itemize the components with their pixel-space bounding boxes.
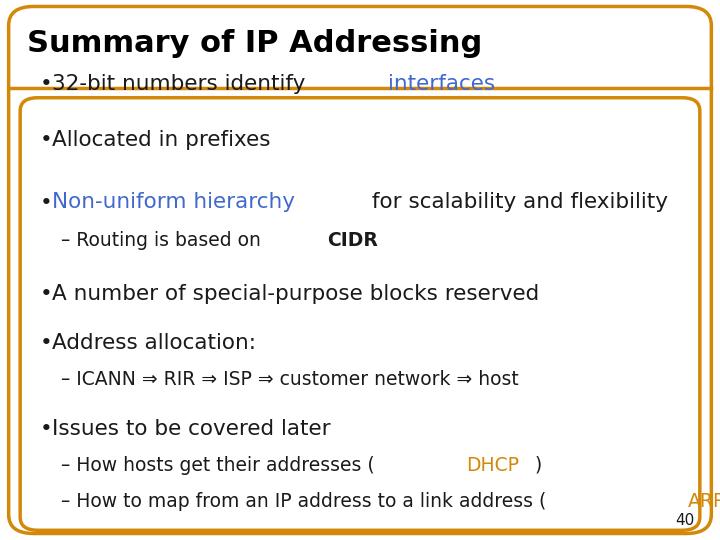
Text: Issues to be covered later: Issues to be covered later	[52, 419, 330, 440]
Text: •: •	[40, 73, 53, 94]
Text: Non-uniform hierarchy: Non-uniform hierarchy	[52, 192, 295, 213]
Text: 40: 40	[675, 513, 695, 528]
Text: – How to map from an IP address to a link address (: – How to map from an IP address to a lin…	[61, 491, 546, 511]
Text: – Routing is based on: – Routing is based on	[61, 231, 267, 250]
Text: Summary of IP Addressing: Summary of IP Addressing	[27, 30, 482, 58]
Text: A number of special-purpose blocks reserved: A number of special-purpose blocks reser…	[52, 284, 539, 305]
Text: •: •	[40, 192, 53, 213]
Text: Address allocation:: Address allocation:	[52, 333, 256, 353]
FancyBboxPatch shape	[9, 6, 711, 534]
Text: ARP: ARP	[688, 491, 720, 511]
Text: for scalability and flexibility: for scalability and flexibility	[365, 192, 668, 213]
Text: interfaces: interfaces	[387, 73, 495, 94]
Text: – ICANN ⇒ RIR ⇒ ISP ⇒ customer network ⇒ host: – ICANN ⇒ RIR ⇒ ISP ⇒ customer network ⇒…	[61, 369, 519, 389]
FancyBboxPatch shape	[20, 98, 700, 530]
Text: •: •	[40, 284, 53, 305]
Text: CIDR: CIDR	[327, 231, 378, 250]
Text: ): )	[534, 456, 541, 475]
Text: Allocated in prefixes: Allocated in prefixes	[52, 130, 270, 151]
Text: – How hosts get their addresses (: – How hosts get their addresses (	[61, 456, 375, 475]
Text: 32-bit numbers identify: 32-bit numbers identify	[52, 73, 312, 94]
Text: DHCP: DHCP	[466, 456, 519, 475]
Text: •: •	[40, 130, 53, 151]
Text: •: •	[40, 333, 53, 353]
Text: •: •	[40, 419, 53, 440]
